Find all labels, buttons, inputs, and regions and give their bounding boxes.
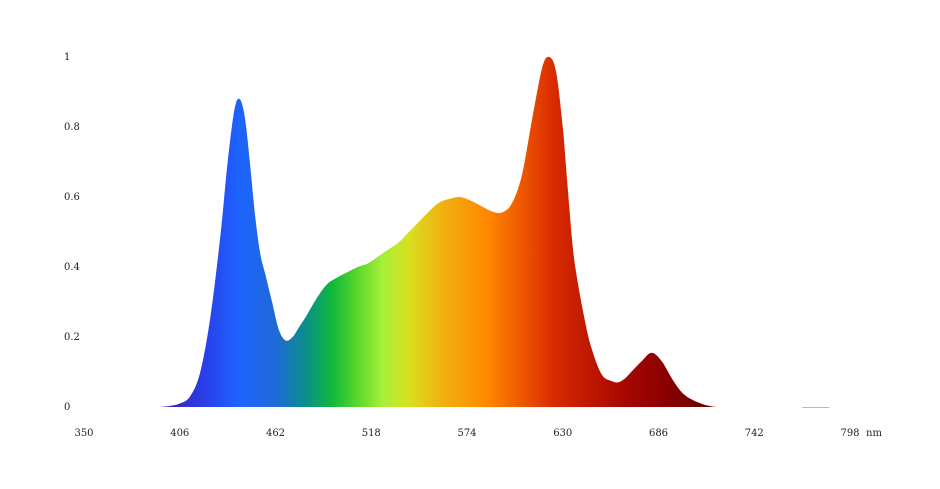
x-tick-label: 406 xyxy=(170,428,189,439)
x-tick-label: 630 xyxy=(553,428,572,439)
x-tick-label: 798 xyxy=(840,428,859,439)
x-tick-label: 350 xyxy=(74,428,93,439)
plot-area xyxy=(159,56,830,408)
x-unit-label: nm xyxy=(866,428,882,439)
x-tick-label: 574 xyxy=(457,428,476,439)
y-tick-label: 1 xyxy=(64,52,70,63)
x-tick-label: 518 xyxy=(362,428,381,439)
x-tick-label: 742 xyxy=(745,428,764,439)
x-axis: 350 406 462 518 574 630 686 742 798 nm xyxy=(74,428,882,439)
x-tick-label: 462 xyxy=(266,428,285,439)
x-tick-label: 686 xyxy=(649,428,668,439)
y-axis: 0 0.2 0.4 0.6 0.8 1 xyxy=(64,52,80,413)
y-tick-label: 0.2 xyxy=(64,332,80,343)
spectrum-area xyxy=(159,56,786,407)
y-tick-label: 0.8 xyxy=(64,122,80,133)
y-tick-label: 0.4 xyxy=(64,262,80,273)
y-tick-label: 0 xyxy=(64,402,70,413)
y-tick-label: 0.6 xyxy=(64,192,80,203)
